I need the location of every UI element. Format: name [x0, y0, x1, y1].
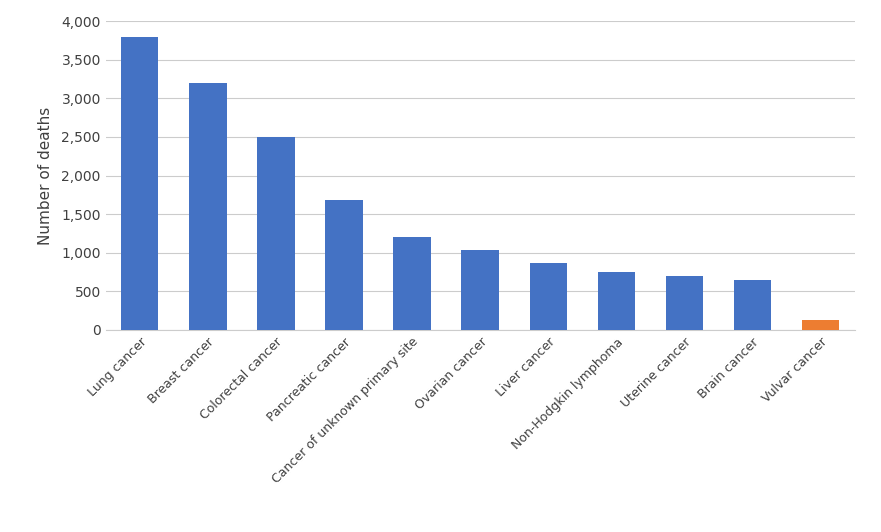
Bar: [802, 320, 840, 330]
Bar: [189, 83, 226, 330]
Bar: [325, 200, 363, 330]
Bar: [257, 137, 294, 330]
Bar: [529, 263, 567, 330]
Y-axis label: Number of deaths: Number of deaths: [38, 106, 53, 245]
Bar: [734, 280, 771, 330]
Bar: [121, 37, 159, 330]
Bar: [462, 250, 499, 330]
Bar: [597, 272, 635, 330]
Bar: [393, 237, 431, 330]
Bar: [666, 276, 703, 330]
